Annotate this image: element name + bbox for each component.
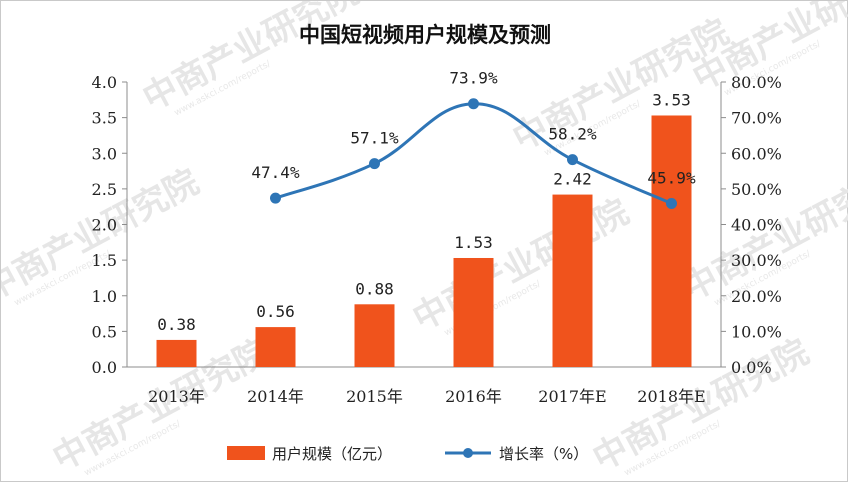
x-tick-label: 2013年 — [148, 387, 205, 406]
bar-value-label: 0.56 — [256, 302, 295, 321]
legend-label-line: 增长率（%） — [499, 445, 588, 463]
right-tick-label: 60.0% — [731, 144, 782, 163]
x-tick-label: 2016年 — [445, 387, 502, 406]
left-tick-label: 3.5 — [92, 109, 117, 128]
line-point — [369, 158, 380, 170]
left-tick-label: 1.5 — [92, 251, 117, 270]
line-value-label: 47.4% — [251, 163, 300, 182]
left-tick-label: 2.5 — [92, 180, 117, 199]
bar-value-label: 0.88 — [355, 279, 394, 298]
bar-value-label: 3.53 — [652, 90, 691, 109]
legend-swatch-marker — [463, 448, 473, 458]
watermark-brand: 中商产业研究院 — [136, 1, 365, 119]
right-tick-label: 70.0% — [731, 109, 782, 128]
line-point — [666, 197, 677, 209]
legend: 用户规模（亿元） 增长率（%） — [227, 445, 588, 463]
bar-value-label: 0.38 — [157, 315, 196, 334]
line-point — [468, 98, 479, 110]
right-tick-label: 10.0% — [731, 322, 782, 341]
line-value-label: 45.9% — [647, 168, 696, 187]
data-labels: 0.38 0.56 0.88 1.53 2.42 3.53 47.4% 57.1% 73.9% 5… — [157, 69, 696, 334]
bar — [651, 115, 692, 367]
bar — [156, 339, 197, 367]
left-tick-label: 3.0 — [92, 144, 117, 163]
line-value-label: 57.1% — [350, 129, 399, 148]
bar — [255, 327, 296, 367]
left-tick-label: 0.5 — [92, 322, 117, 341]
x-tick-label: 2018年E — [637, 387, 705, 406]
axes: 0.0 0.5 1.0 1.5 2.0 2.5 3.0 3.5 4.0 0.0% 10.0% 20.0… — [92, 73, 782, 406]
right-tick-label: 20.0% — [731, 287, 782, 306]
legend-swatch-bar — [227, 446, 265, 460]
right-tick-label: 80.0% — [731, 73, 782, 92]
line-point — [270, 192, 281, 204]
line-value-label: 73.9% — [449, 69, 498, 88]
left-tick-label: 2.0 — [92, 216, 117, 235]
left-tick-label: 4.0 — [92, 73, 117, 92]
left-tick-label: 1.0 — [92, 287, 117, 306]
bar-series — [156, 115, 692, 367]
left-tick-label: 0.0 — [92, 358, 117, 377]
x-tick-label: 2017年E — [538, 387, 606, 406]
right-tick-label: 50.0% — [731, 180, 782, 199]
x-tick-label: 2014年 — [247, 387, 304, 406]
bar — [354, 304, 395, 367]
bar — [453, 257, 494, 367]
watermark-brand: 中商产业研究院 — [406, 192, 635, 339]
x-tick-label: 2015年 — [346, 387, 403, 406]
bar — [552, 194, 593, 367]
line-series — [270, 98, 677, 209]
line-value-label: 58.2% — [548, 125, 597, 144]
legend-label-bar: 用户规模（亿元） — [272, 445, 392, 463]
line-point — [567, 154, 578, 166]
chart-title: 中国短视频用户规模及预测 — [299, 23, 551, 47]
right-tick-label: 40.0% — [731, 216, 782, 235]
right-tick-label: 0.0% — [731, 358, 772, 377]
bar-value-label: 2.42 — [553, 170, 592, 189]
right-tick-label: 30.0% — [731, 251, 782, 270]
bar-value-label: 1.53 — [454, 233, 493, 252]
